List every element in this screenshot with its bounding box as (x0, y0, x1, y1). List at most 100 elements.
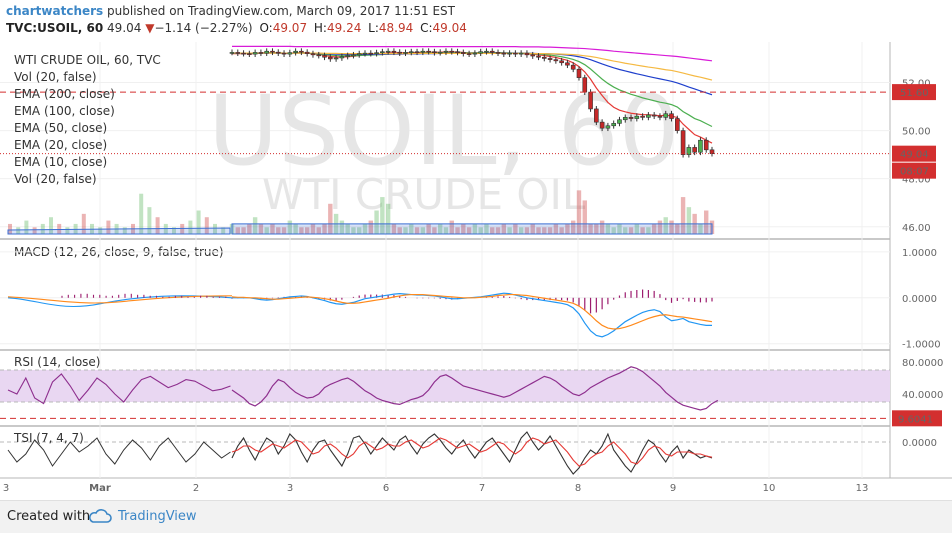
candle-body (241, 52, 246, 55)
legend-item: EMA (10, close) (14, 155, 107, 169)
time-axis-tick: 2 (193, 483, 199, 494)
rsi-axis-tick: 80.0000 (902, 358, 943, 369)
time-axis-tick: 8 (575, 483, 581, 494)
candle-body (484, 50, 489, 53)
volume-bar (478, 227, 483, 234)
volume-bar (322, 223, 327, 234)
legend-item: EMA (100, close) (14, 104, 115, 118)
volume-bar (139, 193, 144, 234)
countdown-tag (892, 162, 936, 179)
candle-body (703, 139, 709, 151)
close-key: C: (420, 21, 433, 35)
candle-body (299, 50, 304, 53)
volume-bar (247, 223, 252, 234)
volume-bar (397, 227, 402, 234)
candle-body (501, 52, 507, 55)
candle-body (536, 55, 541, 58)
volume-bar (345, 223, 350, 234)
level-tag (892, 84, 936, 101)
price-axis-tick: 48.00 (902, 175, 931, 186)
volume-bar (204, 217, 209, 234)
candle-body (252, 52, 258, 55)
candle-body (605, 125, 611, 129)
volume-bar (293, 223, 298, 234)
volume-bar (258, 223, 264, 234)
time-axis-tick: Mar (89, 483, 111, 494)
volume-bar (180, 223, 185, 234)
candle-body (264, 50, 269, 54)
price-axis-tick: 46.00 (902, 223, 931, 234)
high-value: 49.24 (326, 21, 362, 35)
volume-bar (611, 227, 616, 234)
legend-item: EMA (50, close) (14, 121, 107, 135)
volume-bar (495, 227, 501, 234)
volume-bar (32, 227, 37, 234)
volume-bar (680, 197, 686, 234)
rsi-level-tag (892, 410, 942, 427)
volume-bar (582, 200, 587, 234)
candle-body (356, 53, 362, 56)
candle-body (466, 53, 472, 55)
volume-bar (264, 227, 269, 234)
volume-bar (362, 223, 368, 234)
candle-body (657, 115, 663, 118)
tradingview-brand-link[interactable]: TradingView (118, 509, 197, 524)
volume-bar (646, 227, 651, 234)
volume-bar (588, 223, 593, 234)
volume-bar (368, 220, 373, 234)
volume-bar (409, 223, 414, 234)
volume-bar (686, 207, 692, 234)
candle-body (258, 52, 264, 54)
time-axis-tick: 6 (383, 483, 389, 494)
candle-body (414, 51, 420, 53)
volume-bar (704, 210, 709, 234)
rsi-level-tag-text: 9.6041 (898, 414, 933, 425)
candle-body (374, 52, 379, 54)
candle-body (235, 52, 241, 54)
candle-body (553, 59, 559, 62)
candle-body (443, 50, 449, 53)
candle-body (518, 52, 524, 55)
volume-bar (414, 227, 420, 234)
volume-bar (241, 227, 246, 234)
volume-bar (252, 217, 258, 234)
volume-bar (49, 217, 53, 234)
candle-body (582, 77, 588, 93)
macd-axis-tick: 0.0000 (902, 294, 937, 305)
volume-bar (188, 220, 193, 234)
volume-bar (81, 213, 86, 234)
volume-bar (357, 227, 362, 234)
volume-bar (628, 227, 634, 234)
legend-item: Vol (20, false) (14, 70, 97, 84)
candle-body (565, 62, 570, 66)
volume-bar (172, 227, 176, 234)
candle-body (698, 139, 703, 153)
volume-bar (675, 223, 680, 234)
published-text: published on TradingView.com, March 09, … (107, 4, 456, 18)
volume-bar (507, 227, 512, 234)
candle-body (287, 52, 293, 55)
candle-body (588, 91, 593, 110)
chart-header: chartwatchers published on TradingView.c… (0, 0, 952, 44)
volume-bar (623, 227, 628, 234)
tsi-signal-line (231, 437, 713, 467)
volume-bar (385, 203, 391, 234)
low-value: 48.94 (378, 21, 414, 35)
legend-item: EMA (20, close) (14, 138, 107, 152)
cloud-logo-icon (88, 508, 112, 528)
close-value: 49.04 (432, 21, 467, 35)
volume-bar (426, 223, 431, 234)
candle-body (432, 51, 437, 53)
volume-bar (57, 223, 62, 234)
volume-bar (221, 227, 226, 234)
candle-body (455, 51, 460, 53)
tsi-line-history (7, 437, 231, 467)
author-link[interactable]: chartwatchers (6, 4, 104, 18)
volume-bar (287, 220, 293, 234)
volume-bar (524, 227, 530, 234)
candle-body (339, 56, 345, 59)
signal-line-history (7, 295, 233, 304)
volume-bar (420, 227, 426, 234)
candle-body (524, 52, 530, 56)
